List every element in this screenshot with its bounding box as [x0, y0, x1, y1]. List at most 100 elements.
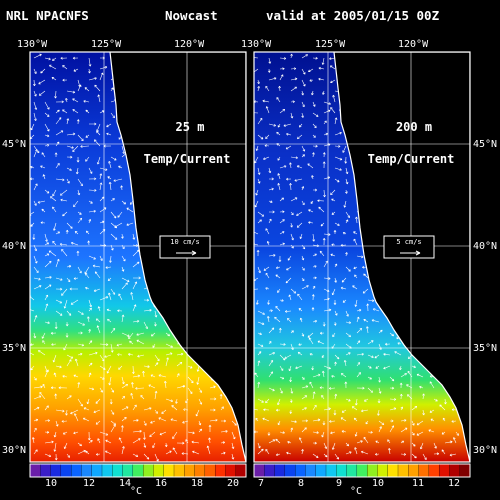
- current-vector: [154, 390, 158, 400]
- current-vector: [77, 310, 84, 315]
- current-vector: [164, 442, 168, 448]
- current-vector: [118, 365, 123, 370]
- current-vector: [279, 210, 285, 214]
- current-vector: [88, 299, 92, 308]
- current-vector: [33, 406, 40, 411]
- current-vector: [152, 442, 156, 449]
- current-vector: [44, 321, 50, 325]
- current-vector: [342, 299, 347, 303]
- current-vector: [121, 200, 126, 205]
- current-vector: [296, 211, 303, 216]
- colorbar-cell: [153, 463, 165, 478]
- current-vector: [367, 340, 374, 345]
- colorbar-cell: [91, 463, 103, 478]
- current-vector: [329, 420, 336, 423]
- current-vector: [72, 98, 79, 103]
- current-vector: [277, 156, 281, 161]
- current-vector: [113, 178, 123, 182]
- current-vector: [257, 321, 265, 325]
- current-vector: [444, 440, 453, 444]
- current-vector: [290, 427, 294, 433]
- current-vector: [287, 441, 292, 444]
- current-vector: [128, 353, 134, 356]
- current-vector: [268, 218, 272, 224]
- current-vector: [165, 343, 173, 348]
- current-vector: [299, 317, 303, 323]
- current-vector: [290, 233, 294, 241]
- current-vector: [400, 440, 405, 444]
- current-vector: [301, 154, 305, 158]
- current-vector: [323, 260, 328, 268]
- current-vector: [290, 211, 294, 216]
- current-vector: [441, 431, 446, 435]
- current-vector: [86, 230, 90, 235]
- current-vector: [257, 360, 261, 367]
- panel-frame-200m: [253, 51, 471, 463]
- current-vector: [110, 87, 114, 92]
- current-vector: [63, 442, 68, 449]
- current-vector: [331, 288, 336, 296]
- current-vector: [109, 398, 113, 405]
- current-vector: [279, 365, 284, 371]
- current-vector: [48, 250, 57, 257]
- current-vector: [143, 298, 150, 302]
- current-vector: [286, 132, 292, 136]
- current-vector: [62, 65, 68, 70]
- current-vector: [85, 109, 90, 114]
- current-vector: [132, 233, 136, 240]
- current-vector: [41, 332, 46, 339]
- colorbar-cell: [274, 463, 286, 478]
- current-vector: [279, 242, 285, 246]
- current-vector: [297, 293, 303, 301]
- current-vector: [333, 300, 337, 305]
- current-vector: [88, 77, 97, 81]
- current-vector: [121, 255, 126, 262]
- current-vector: [110, 424, 116, 433]
- current-vector: [330, 107, 336, 114]
- current-vector: [378, 376, 381, 383]
- current-vector: [389, 419, 394, 423]
- current-vector: [323, 109, 331, 114]
- valid-time: valid at 2005/01/15 00Z: [266, 8, 440, 23]
- current-vector: [365, 326, 369, 334]
- current-vector: [99, 255, 103, 261]
- current-vector: [375, 452, 380, 456]
- current-vector: [372, 308, 380, 312]
- current-vector: [126, 222, 134, 226]
- current-vector: [355, 216, 358, 224]
- ref-vector-box-200m: [383, 235, 435, 259]
- current-vector: [33, 53, 42, 59]
- current-vector: [277, 420, 281, 426]
- current-vector: [345, 332, 351, 338]
- current-vector: [449, 453, 457, 457]
- colorbar-frame: [29, 463, 247, 478]
- current-vector: [165, 398, 174, 403]
- current-vector: [266, 316, 270, 323]
- current-vector: [312, 453, 319, 458]
- current-vector: [397, 342, 402, 345]
- current-vector: [61, 249, 68, 257]
- current-vector: [265, 398, 270, 404]
- cbar-tick-25m-12: 12: [83, 478, 96, 489]
- current-vector: [312, 285, 316, 290]
- current-vector: [343, 200, 347, 208]
- lat-label-30n: 30°N: [2, 445, 27, 456]
- current-vector: [55, 100, 64, 104]
- current-vector: [231, 431, 236, 440]
- current-vector: [121, 376, 125, 385]
- current-vector: [451, 408, 457, 412]
- current-vector: [172, 447, 178, 455]
- current-vector: [320, 222, 325, 227]
- current-vector: [267, 299, 270, 305]
- current-vector: [419, 442, 424, 450]
- current-vector: [37, 200, 46, 204]
- current-vector: [356, 316, 360, 323]
- current-vector: [165, 450, 172, 455]
- current-vector: [411, 453, 417, 459]
- current-vector: [356, 328, 363, 334]
- current-vector: [51, 343, 57, 346]
- current-vector: [132, 438, 141, 444]
- current-vector: [149, 431, 156, 437]
- current-vector: [55, 287, 63, 291]
- colorbar-cell: [264, 463, 276, 478]
